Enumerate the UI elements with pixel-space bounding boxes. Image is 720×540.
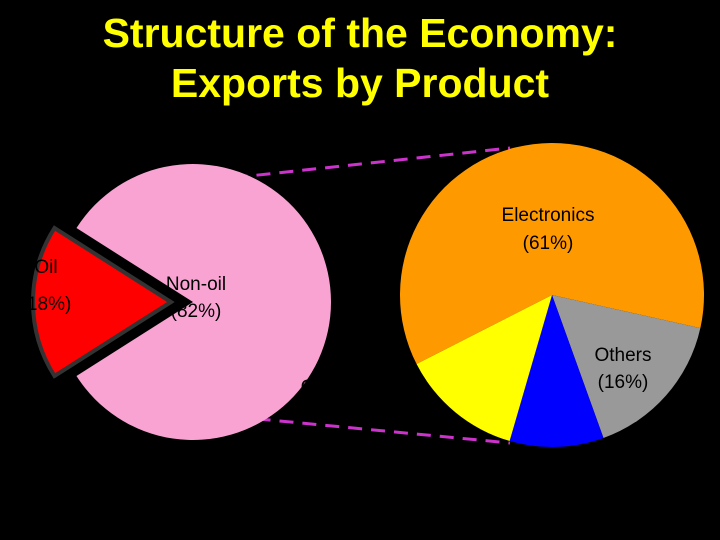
chart-title: Structure of the Economy: Exports by Pro… — [102, 10, 618, 106]
value-label: (61%) — [523, 233, 574, 254]
slice-label: Electronics — [502, 205, 595, 226]
value-label: (18%) — [21, 294, 72, 315]
pie-slice — [552, 295, 701, 439]
slice-label: Chemicals — [301, 377, 390, 398]
pie-slice — [416, 295, 552, 441]
pie-slice — [400, 143, 704, 365]
slice-label: Oil — [34, 257, 57, 278]
pie-slice — [509, 295, 604, 447]
slice-label: Others — [594, 345, 651, 366]
value-label: (13%) — [320, 402, 371, 423]
pie-slice — [31, 225, 175, 379]
value-label: (10%) — [503, 483, 554, 504]
value-label: (82%) — [171, 301, 222, 322]
slice-label: Non-oil — [166, 274, 226, 295]
slice-label: Misc Manufactured Articles — [414, 455, 641, 476]
pie-slice — [76, 164, 331, 441]
value-label: (16%) — [598, 372, 649, 393]
